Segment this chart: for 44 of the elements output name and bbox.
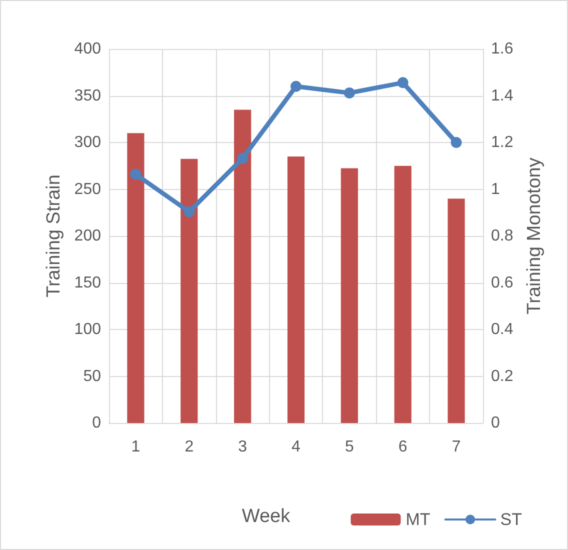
y2-axis-title: Training Monotony bbox=[524, 157, 545, 314]
y2-tick-label: 0.8 bbox=[491, 228, 514, 244]
bar bbox=[287, 156, 305, 423]
x-axis-title: Week bbox=[242, 506, 291, 527]
y-tick-label: 350 bbox=[74, 87, 102, 104]
bar bbox=[180, 158, 198, 423]
legend-label: ST bbox=[500, 510, 522, 529]
y-tick-label: 250 bbox=[74, 180, 102, 198]
point bbox=[130, 168, 142, 180]
point bbox=[450, 137, 462, 148]
x-tick-label: 7 bbox=[452, 438, 461, 456]
point bbox=[237, 152, 248, 164]
y2-tick-label: 1.2 bbox=[491, 134, 514, 151]
bar bbox=[340, 168, 358, 423]
y2-tick-label: 0.6 bbox=[491, 274, 514, 292]
bar bbox=[448, 198, 465, 423]
y-tick-label: 0 bbox=[92, 414, 102, 432]
y-tick-label: 50 bbox=[83, 368, 102, 385]
bar bbox=[127, 133, 144, 423]
y-tick-label: 150 bbox=[74, 274, 102, 292]
x-tick-label: 2 bbox=[184, 438, 194, 456]
point bbox=[184, 206, 195, 218]
y-tick-label: 100 bbox=[74, 321, 102, 338]
y-axis-title: Training Strain bbox=[43, 174, 64, 298]
x-tick-label: 3 bbox=[238, 438, 248, 456]
y2-tick-label: 1 bbox=[491, 180, 500, 198]
y-tick-label: 400 bbox=[74, 40, 102, 58]
x-tick-label: 4 bbox=[292, 438, 301, 456]
y2-tick-label: 0.2 bbox=[491, 368, 514, 385]
x-tick-label: 6 bbox=[398, 438, 408, 456]
point bbox=[290, 80, 302, 92]
bar bbox=[234, 110, 252, 423]
y-tick-label: 300 bbox=[74, 134, 102, 151]
point bbox=[344, 87, 355, 98]
point bbox=[397, 77, 408, 88]
bar bbox=[394, 166, 412, 423]
y2-tick-label: 0.4 bbox=[491, 321, 514, 338]
x-tick-label: 1 bbox=[131, 438, 140, 456]
y2-tick-label: 0 bbox=[491, 414, 500, 432]
y2-tick-label: 1.6 bbox=[491, 40, 514, 58]
x-tick-label: 5 bbox=[344, 438, 354, 456]
legend-label: MT bbox=[406, 510, 430, 529]
y-tick-label: 200 bbox=[74, 228, 102, 244]
y2-tick-label: 1.4 bbox=[491, 87, 514, 104]
